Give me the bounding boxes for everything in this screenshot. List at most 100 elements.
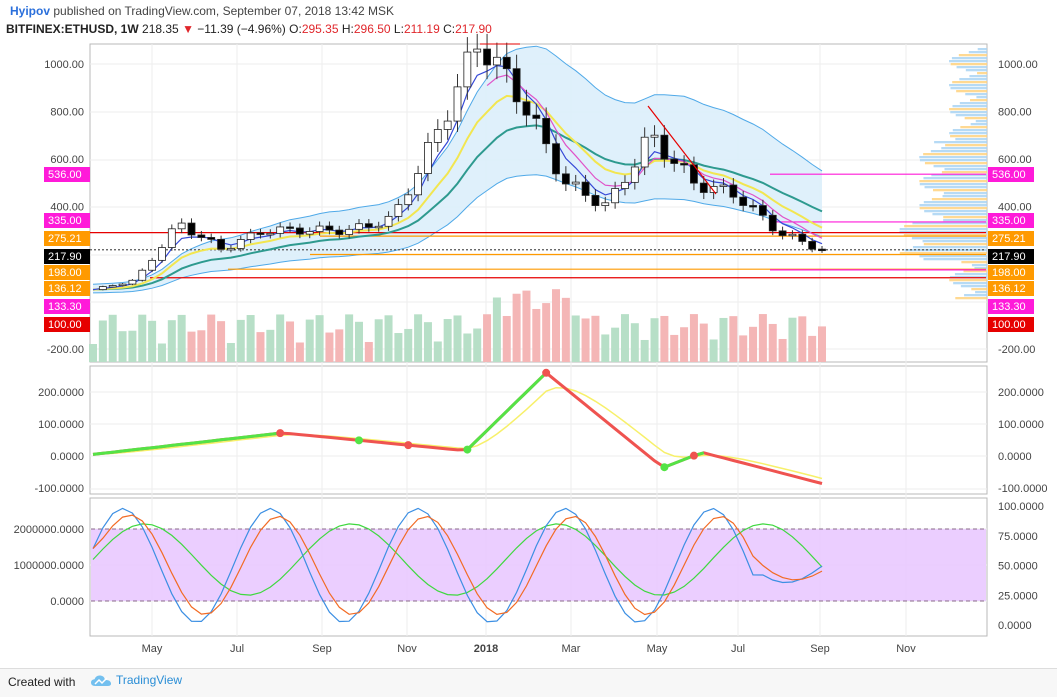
volume-profile-bar [950, 135, 987, 138]
candle [108, 285, 117, 288]
volume-bar [699, 323, 708, 362]
candle [167, 228, 176, 248]
price-tick-label: 400.00 [998, 202, 1032, 214]
footer: Created with TradingView [0, 668, 1057, 697]
indicator-tick-label: 0.0000 [50, 451, 84, 463]
volume-bar [542, 303, 551, 362]
symbol-name[interactable]: BITFINEX:ETHUSD, 1W [6, 22, 139, 36]
volume-bar [354, 321, 363, 362]
volume-profile-bar [941, 171, 987, 174]
volume-profile-bar [923, 177, 987, 180]
candle [424, 142, 432, 174]
volume-bar [374, 319, 383, 362]
candle [818, 248, 826, 252]
volume-profile-bar [958, 54, 987, 57]
stoch-right-tick-label: 50.0000 [998, 561, 1038, 573]
stoch-left-tick-label: 0.0000 [50, 596, 84, 608]
price-badge [988, 281, 1034, 296]
price-tick-label: 800.00 [50, 107, 84, 119]
price-badge-label: 100.00 [48, 319, 82, 331]
candle [611, 188, 620, 204]
volume-profile-bar [976, 96, 987, 99]
right-price-axis[interactable]: 1000.00 800.00 600.00 400.00 -200.00 [998, 59, 1038, 356]
volume-profile-bar [923, 258, 987, 261]
publish-line: Hyipov published on TradingView.com, Sep… [10, 4, 394, 18]
volume-profile-bar [924, 210, 987, 213]
stoch-d-line [92, 514, 823, 616]
candle [699, 182, 708, 193]
indicator-tick-label: 100.0000 [998, 419, 1044, 431]
price-tick-label: -200.00 [998, 344, 1035, 356]
candle [266, 232, 275, 236]
cross-dot [689, 451, 698, 460]
close-value: 217.90 [455, 22, 492, 36]
candle [591, 195, 600, 206]
volume-bar [177, 314, 186, 362]
indicator-tick-label: 200.0000 [38, 387, 84, 399]
candle [729, 184, 738, 198]
time-axis-label: Jul [731, 643, 745, 655]
volume-bar [207, 314, 216, 362]
time-axis[interactable]: May Jul Sep Nov 2018 Mar May Jul Sep Nov [142, 643, 917, 655]
candle [177, 222, 186, 230]
price-badge-label: 275.21 [48, 233, 82, 245]
author-link[interactable]: Hyipov [10, 4, 51, 18]
volume-profile-bar [950, 111, 987, 114]
volume-profile-bar [954, 273, 987, 276]
volume-profile-bar [912, 246, 987, 249]
close-label: C: [443, 22, 456, 36]
candle [453, 86, 462, 122]
volume-profile-bar [959, 78, 987, 81]
price-badge-label: 335.00 [48, 215, 82, 227]
candle [128, 279, 137, 285]
stoch-left-tick-label: 1000000.0000 [14, 560, 84, 572]
chart-canvas[interactable]: 1000.00 800.00 600.00 400.00 -200.00 1000.00… [0, 0, 1057, 668]
price-badge-label: 100.00 [992, 319, 1026, 331]
volume-profile-bar [930, 150, 987, 153]
volume-bar [453, 315, 462, 362]
cross-dot [463, 445, 472, 454]
price-tick-label: 800.00 [998, 107, 1032, 119]
trend-line[interactable] [647, 105, 717, 195]
candle [394, 204, 403, 217]
price-tick-label: 1000.00 [44, 59, 84, 71]
candle [670, 158, 679, 164]
price-badge-label: 536.00 [992, 169, 1026, 181]
candle [286, 226, 294, 229]
candle [522, 101, 531, 116]
candle [768, 214, 777, 232]
volume-bar [266, 329, 275, 362]
indicator-tick-label: 0.0000 [998, 451, 1032, 463]
candle [187, 222, 196, 236]
candle [374, 225, 383, 229]
time-axis-label: Nov [896, 643, 916, 655]
candle [158, 247, 166, 261]
volume-profile-bar [975, 120, 987, 123]
stoch-band [91, 529, 986, 601]
volume-bar [788, 317, 797, 362]
volume-profile-bar [949, 279, 987, 282]
time-axis-label: Sep [810, 643, 830, 655]
price-badge-label: 198.00 [992, 267, 1026, 279]
left-price-axis[interactable]: 1000.00 800.00 600.00 400.00 -200.00 [44, 59, 84, 356]
momentum-up-segment [92, 431, 281, 456]
candle [512, 68, 521, 103]
symbol-line: BITFINEX:ETHUSD, 1W 218.35 ▼ −11.39 (−4.… [6, 22, 492, 36]
candle [236, 239, 245, 249]
volume-bar [680, 327, 689, 362]
stoch-right-tick-label: 0.0000 [998, 620, 1032, 632]
time-axis-label: Mar [562, 643, 581, 655]
volume-profile-bar [950, 87, 987, 90]
volume-bar [739, 335, 748, 362]
volume-profile-bar [970, 99, 987, 102]
candle [571, 181, 580, 185]
volume-bar [394, 333, 403, 362]
price-badge-label: 217.90 [992, 251, 1026, 263]
indicator-pane[interactable] [89, 365, 988, 495]
volume-bar [256, 332, 265, 362]
volume-profile-bar [923, 243, 987, 246]
volume-bar [719, 317, 728, 362]
horizontal-levels[interactable] [90, 173, 986, 279]
tradingview-logo[interactable]: TradingView [90, 673, 182, 688]
price-badge [44, 167, 90, 182]
